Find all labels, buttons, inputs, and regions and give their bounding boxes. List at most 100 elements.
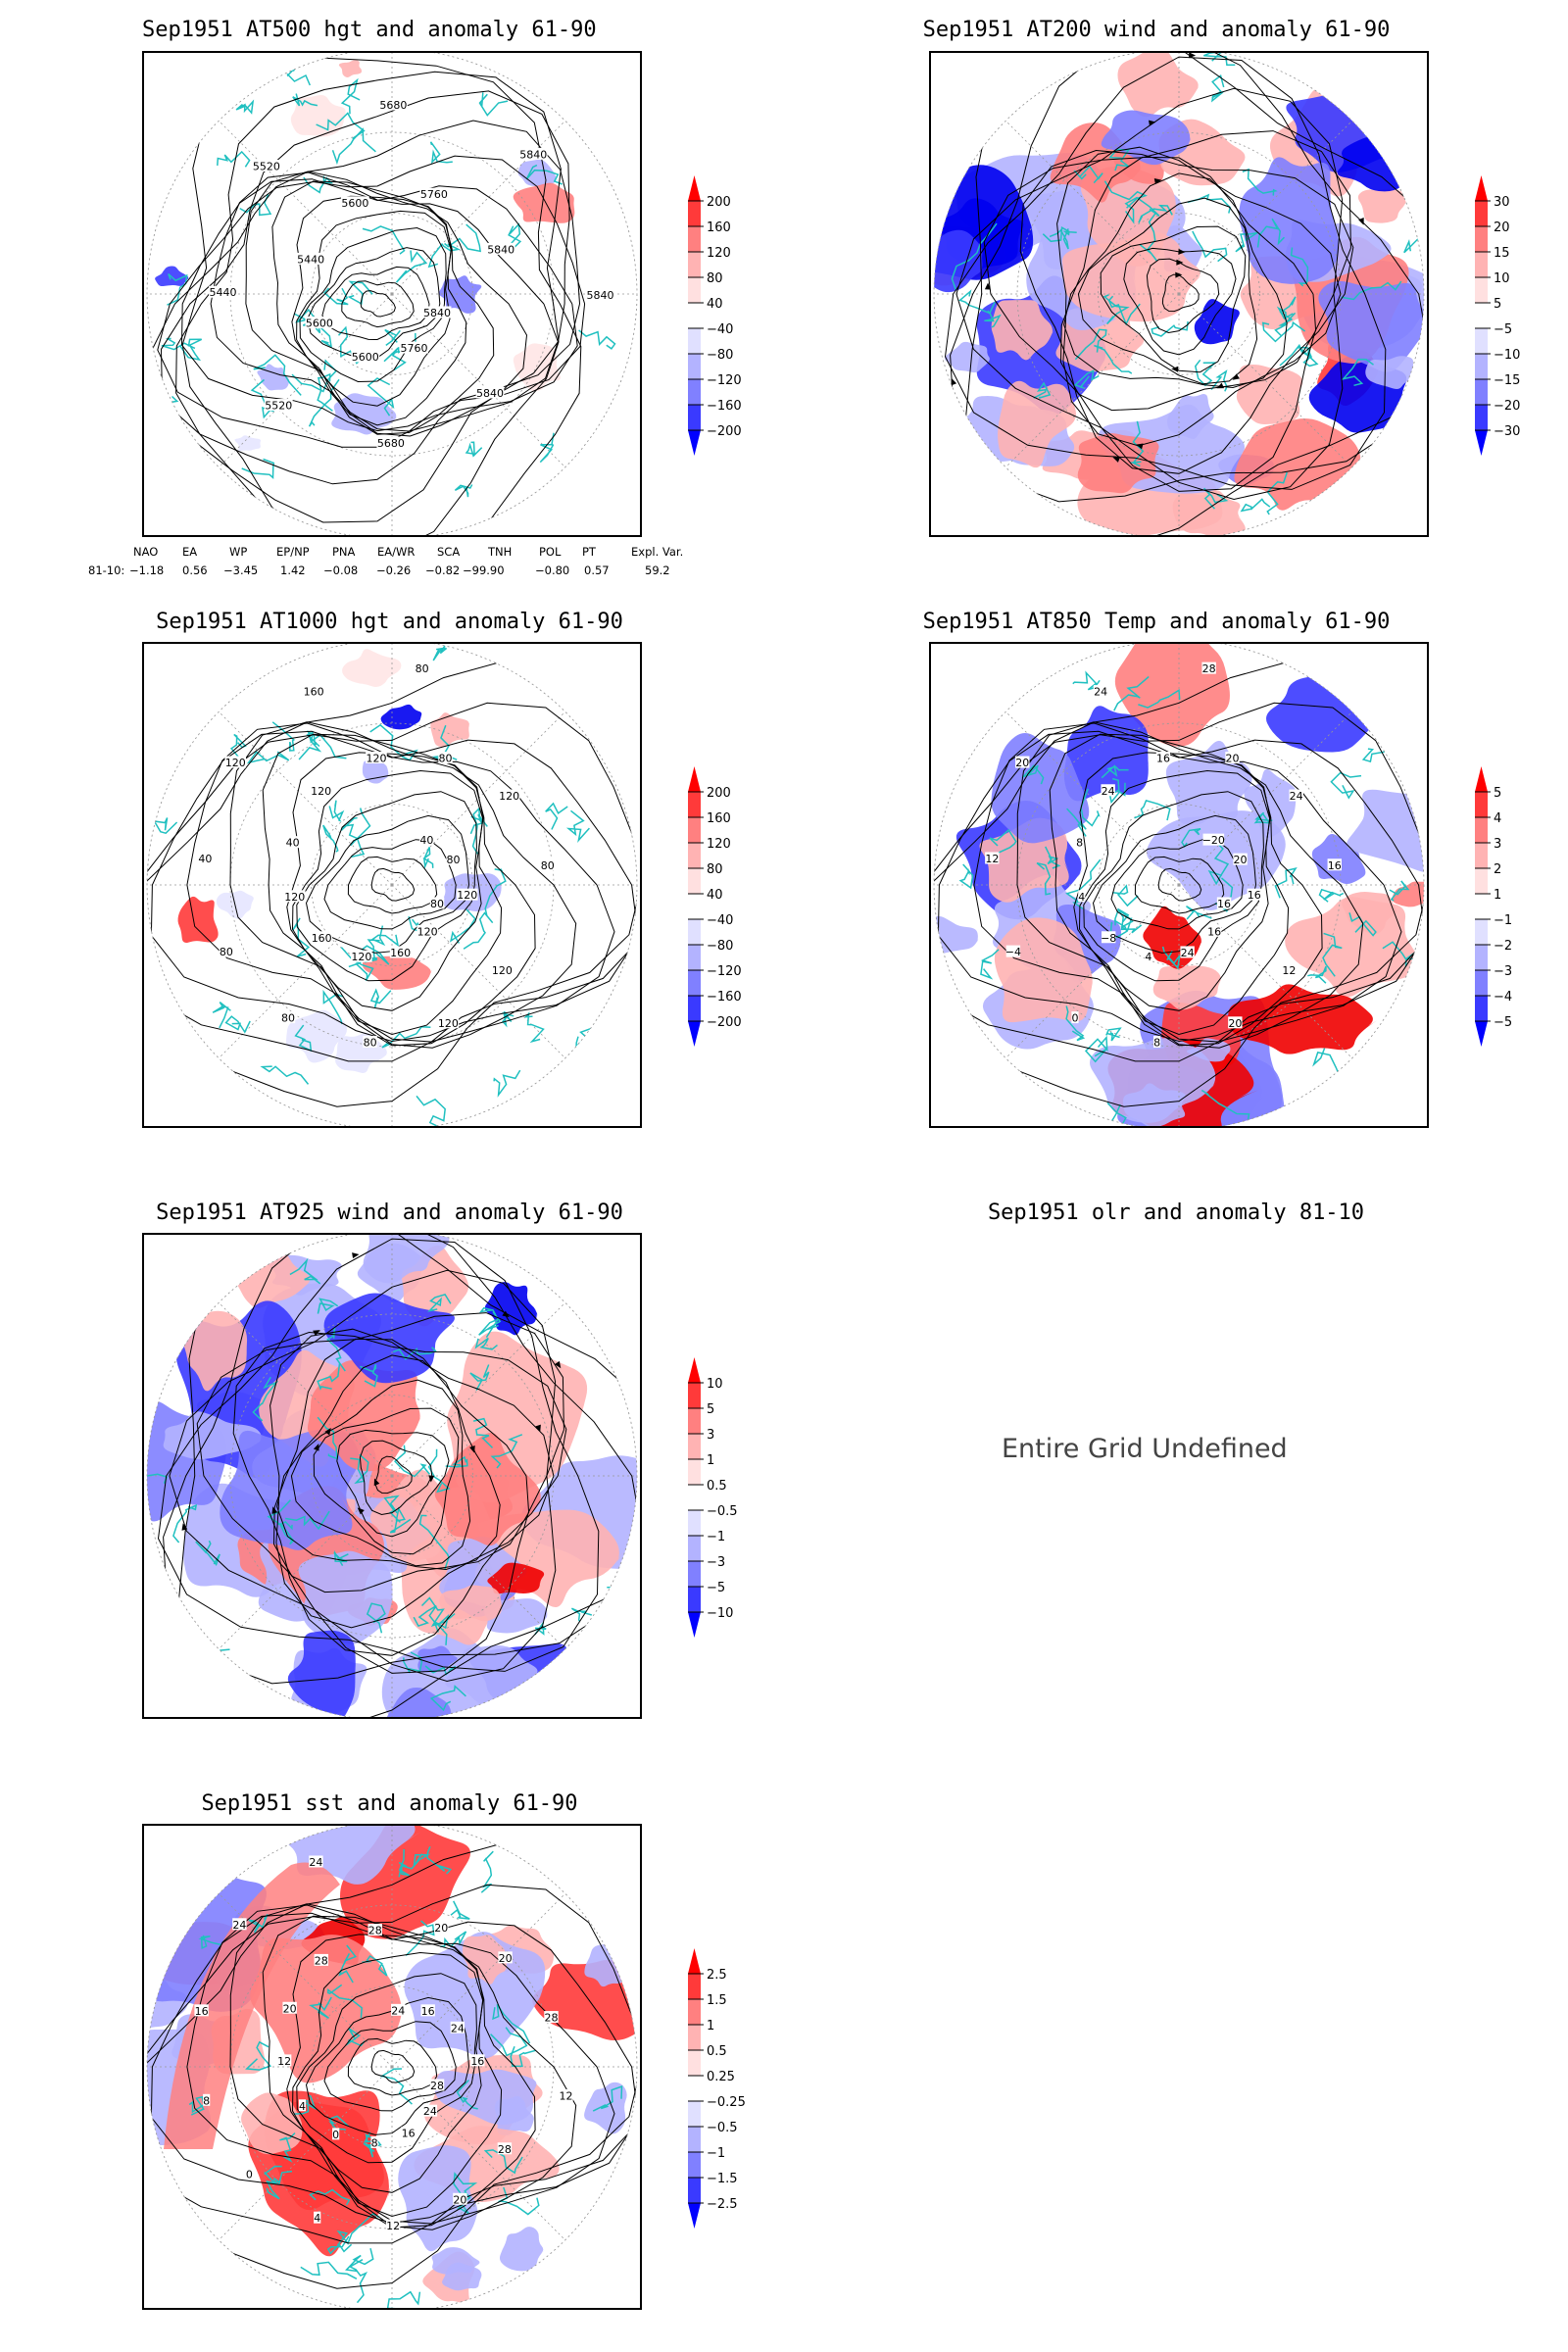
legend-swatch bbox=[1475, 303, 1488, 328]
streamline-arrow bbox=[1112, 457, 1121, 463]
panel-title: Sep1951 sst and anomaly 61-90 bbox=[201, 1791, 578, 1816]
contour-label: 120 bbox=[284, 891, 305, 904]
coastline bbox=[195, 1540, 220, 1566]
meridian bbox=[1178, 884, 1353, 1059]
coastline bbox=[289, 1257, 321, 1285]
legend-arrow-top bbox=[1475, 766, 1488, 792]
coastline bbox=[1210, 369, 1228, 392]
legend-label: 30 bbox=[1494, 195, 1510, 210]
contour-label-bg bbox=[544, 2011, 559, 2024]
positive-anomaly bbox=[369, 1469, 451, 1562]
coastline bbox=[1200, 1089, 1250, 1120]
map-frame: 28 28 24 20 16 12 8 4 0 0 4 8 12 16 20 24 28 24 28 24 20 16 20… bbox=[142, 1824, 642, 2310]
contour-label: 160 bbox=[304, 686, 324, 699]
positive-anomaly bbox=[177, 896, 219, 944]
contour-label-bg bbox=[351, 950, 372, 962]
positive-anomaly bbox=[430, 712, 470, 748]
legend-label: −160 bbox=[707, 990, 742, 1004]
coastline bbox=[351, 808, 371, 858]
coastline bbox=[338, 1944, 358, 1984]
streamline-arrow bbox=[1188, 53, 1197, 59]
legend-arrow-top bbox=[688, 766, 701, 792]
legend-swatch bbox=[1475, 919, 1488, 945]
contour-label: 20 bbox=[499, 1952, 513, 1965]
legend-bar: 5 4 3 2 1 −1 −2 −3 −4 −5 bbox=[1475, 766, 1512, 1047]
contour-label: 24 bbox=[1094, 686, 1107, 699]
contour-label-bg bbox=[198, 852, 213, 864]
contour-label: 5520 bbox=[253, 161, 280, 173]
legend-swatch bbox=[688, 2101, 701, 2127]
teleconn-value: −99.90 bbox=[463, 564, 505, 577]
negative-anomaly bbox=[298, 1550, 394, 1644]
coastline bbox=[309, 1996, 332, 2019]
legend-swatch bbox=[688, 1459, 701, 1485]
map-boundary bbox=[146, 53, 638, 535]
coastline bbox=[478, 92, 509, 117]
negative-anomaly bbox=[362, 759, 389, 784]
streamline bbox=[290, 1379, 471, 1567]
contour-label: 5840 bbox=[519, 148, 547, 161]
coastline bbox=[465, 441, 483, 458]
contour-label-bg bbox=[456, 888, 478, 901]
contour-label: 16 bbox=[421, 2005, 435, 2018]
positive-anomaly bbox=[179, 1310, 248, 1392]
contour-label-bg bbox=[285, 836, 300, 849]
streamline bbox=[157, 1238, 600, 1672]
contour-label-bg bbox=[1005, 945, 1021, 957]
teleconn-header: POL bbox=[539, 545, 562, 559]
coastline bbox=[427, 1294, 452, 1312]
meridian bbox=[218, 120, 393, 295]
coastline bbox=[984, 301, 1002, 328]
legend-swatch bbox=[688, 894, 701, 919]
contour-label-bg bbox=[203, 2093, 211, 2106]
legend-arrow-top bbox=[1475, 175, 1488, 201]
legend-label: −120 bbox=[707, 964, 742, 979]
streamline-arrow bbox=[357, 1507, 365, 1515]
legend-label: −2 bbox=[1494, 939, 1512, 954]
coastline bbox=[167, 272, 188, 306]
legend-label: 120 bbox=[707, 246, 731, 261]
legend-swatch bbox=[688, 1974, 701, 1999]
legend-bar: 30 20 15 10 5 −5 −10 −15 −20 −30 bbox=[1475, 175, 1520, 456]
legend-swatch bbox=[688, 1587, 701, 1612]
coastline bbox=[1101, 764, 1129, 779]
legend-label: −120 bbox=[707, 373, 742, 388]
coastline bbox=[260, 1065, 310, 1085]
coastline bbox=[278, 1520, 294, 1545]
coastline bbox=[472, 1417, 494, 1448]
coastline bbox=[1341, 358, 1374, 387]
coastline bbox=[360, 1363, 378, 1388]
legend-label: 10 bbox=[1494, 271, 1510, 286]
streamline-arrow bbox=[984, 282, 991, 290]
coastline bbox=[379, 2068, 413, 2105]
teleconn-header: SCA bbox=[437, 545, 461, 559]
contour-line bbox=[1078, 769, 1271, 1011]
coastline bbox=[317, 1298, 339, 1314]
legend-swatch bbox=[688, 277, 701, 303]
contour-label: 0 bbox=[332, 2129, 339, 2141]
positive-anomaly bbox=[362, 956, 432, 990]
contour-label-bg bbox=[486, 242, 515, 255]
coastline bbox=[592, 2085, 623, 2112]
contour-label-bg bbox=[224, 756, 247, 768]
meridian bbox=[218, 293, 393, 468]
negative-anomaly bbox=[1186, 1038, 1231, 1062]
map-disc: 80 120 120 120 160 80 120 80 160 80 120 40 40 120 120 1… bbox=[147, 644, 637, 1126]
coastline bbox=[1322, 932, 1343, 977]
legend-swatch bbox=[1475, 970, 1488, 996]
legend-swatch bbox=[688, 1536, 701, 1561]
map-boundary bbox=[146, 644, 638, 1126]
legend-swatch bbox=[1475, 843, 1488, 868]
streamline-arrow bbox=[324, 1428, 331, 1436]
legend-label: −200 bbox=[707, 1015, 742, 1030]
legend-label: 0.5 bbox=[707, 2044, 727, 2059]
coastline bbox=[958, 289, 992, 315]
streamline bbox=[272, 1338, 530, 1593]
legend-label: −1.5 bbox=[707, 2172, 738, 2186]
legend-arrow-bottom bbox=[688, 430, 701, 456]
negative-anomaly bbox=[1089, 1038, 1218, 1123]
negative-anomaly bbox=[380, 704, 422, 730]
contour-label-bg bbox=[314, 2211, 321, 2224]
coastline bbox=[340, 816, 359, 847]
legend-swatch bbox=[688, 1485, 701, 1510]
